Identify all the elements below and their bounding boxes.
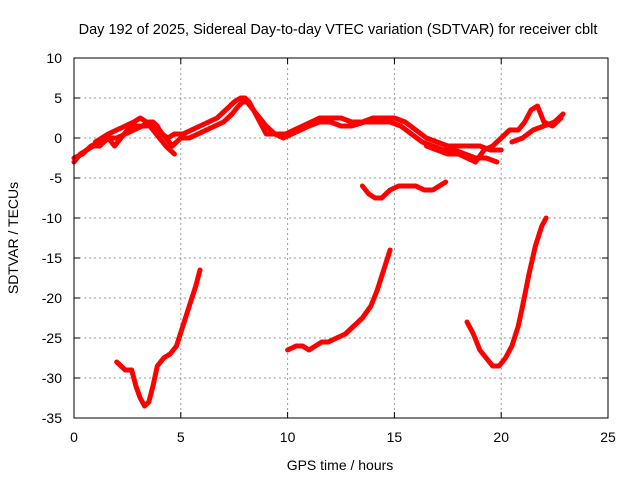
series-arc-e — [467, 218, 546, 366]
sdtvar-chart: Day 192 of 2025, Sidereal Day-to-day VTE… — [0, 0, 640, 480]
y-tick-label: -15 — [42, 250, 62, 266]
series-arc-a4 — [426, 106, 561, 162]
y-tick-label: 0 — [54, 130, 62, 146]
x-axis-label: GPS time / hours — [287, 457, 394, 473]
x-tick-label: 25 — [600, 429, 616, 445]
y-tick-label: 5 — [54, 90, 62, 106]
x-tick-label: 20 — [493, 429, 509, 445]
x-tick-label: 10 — [280, 429, 296, 445]
series-arc-b — [362, 182, 445, 198]
chart-title: Day 192 of 2025, Sidereal Day-to-day VTE… — [79, 22, 598, 38]
y-tick-label: -20 — [42, 290, 62, 306]
y-tick-label: 10 — [46, 50, 62, 66]
x-tick-label: 0 — [70, 429, 78, 445]
series-arc-d — [288, 250, 391, 350]
data-series-layer — [74, 98, 563, 406]
y-tick-label: -10 — [42, 210, 62, 226]
x-tick-label: 15 — [387, 429, 403, 445]
y-tick-label: -25 — [42, 330, 62, 346]
y-axis-label: SDTVAR / TECUs — [5, 182, 21, 294]
y-tick-label: -5 — [50, 170, 63, 186]
y-tick-label: -30 — [42, 370, 62, 386]
y-tick-label: -35 — [42, 410, 62, 426]
x-tick-label: 5 — [177, 429, 185, 445]
